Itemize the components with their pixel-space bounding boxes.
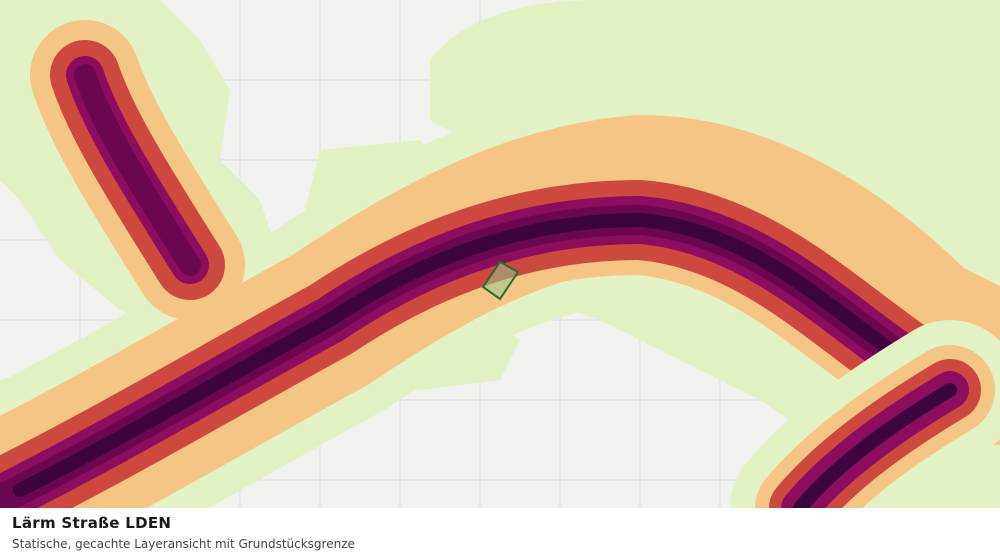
layer-subtitle: Statische, gecachte Layeransicht mit Gru… <box>12 537 355 551</box>
parcel-boundary[interactable] <box>481 260 520 301</box>
layer-title: Lärm Straße LDEN <box>12 514 172 532</box>
info-panel: Lärm Straße LDEN Statische, gecachte Lay… <box>0 508 1000 560</box>
noise-map <box>0 0 1000 508</box>
noise-bands <box>0 20 1000 508</box>
